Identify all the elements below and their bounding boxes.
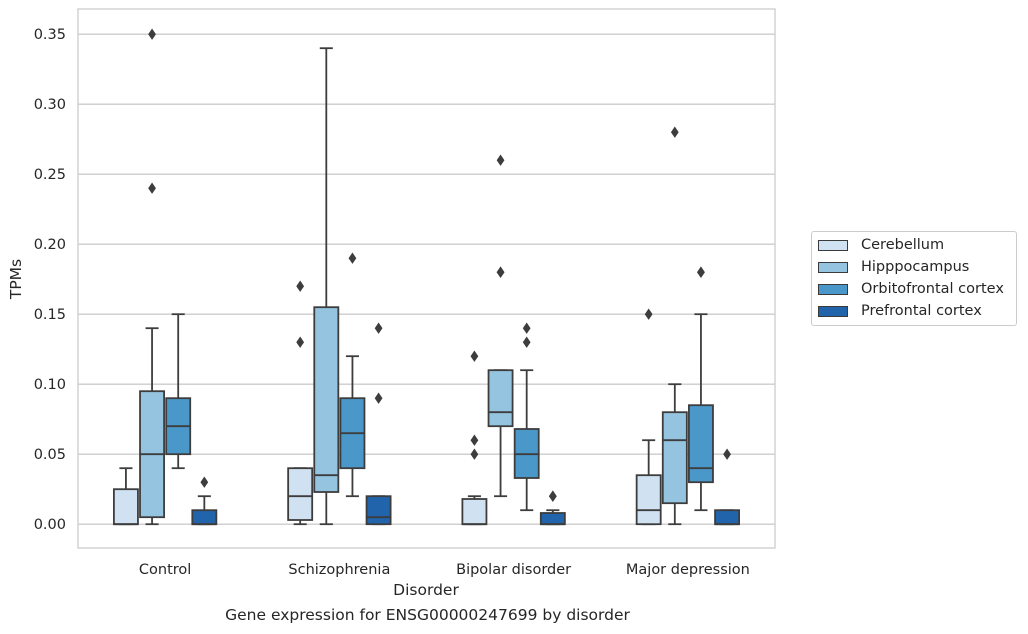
box-body <box>539 512 566 526</box>
outlier-point <box>470 448 479 460</box>
legend-label-prefrontal-cortex: Prefrontal cortex <box>861 303 982 319</box>
outlier-point <box>522 336 531 348</box>
x-tick-label: Control <box>139 562 191 578</box>
figure-caption: Gene expression for ENSG00000247699 by d… <box>225 606 630 624</box>
outlier-point <box>200 476 209 488</box>
box-hipppocampus-control <box>139 28 165 526</box>
box-cerebellum-bipolar-disorder <box>461 350 488 526</box>
outlier-point <box>374 322 383 334</box>
box-prefrontal-cortex-schizophrenia <box>365 322 392 526</box>
legend-swatch-hipppocampus <box>818 261 848 273</box>
legend: Cerebellum Hipppocampus Orbitofrontal co… <box>811 231 1017 326</box>
outlier-point <box>723 448 731 460</box>
legend-item-cerebellum: Cerebellum <box>818 235 944 255</box>
outlier-point <box>470 434 479 446</box>
outlier-point <box>548 490 557 502</box>
box-body <box>635 474 662 526</box>
box-cerebellum-schizophrenia <box>287 280 314 526</box>
boxes-layer <box>112 28 741 526</box>
outlier-point <box>348 252 357 264</box>
y-tick-label: 0.35 <box>34 27 66 43</box>
y-tick-label: 0.05 <box>34 447 66 463</box>
x-tick-label: Schizophrenia <box>288 562 390 578</box>
box-cerebellum-control <box>112 467 139 526</box>
box-orbitofrontal-cortex-bipolar-disorder <box>513 322 540 512</box>
box-body <box>714 509 741 526</box>
box-cerebellum-major-depression <box>635 308 662 526</box>
x-tick-label: Major depression <box>626 562 750 578</box>
legend-label-hipppocampus: Hipppocampus <box>861 259 970 275</box>
y-tick-label: 0.00 <box>34 517 66 533</box>
box-prefrontal-cortex-major-depression <box>714 448 741 526</box>
outlier-point <box>148 28 156 40</box>
legend-swatch-cerebellum <box>818 239 848 251</box>
x-axis-label: Disorder <box>393 581 459 599</box>
legend-swatch-orbitofrontal-cortex <box>818 283 848 295</box>
outlier-point <box>470 350 479 362</box>
box-body <box>661 411 688 505</box>
box-hipppocampus-major-depression <box>661 126 688 526</box>
box-body <box>313 306 340 493</box>
box-body <box>688 404 714 484</box>
x-tick-labels: Control Schizophrenia Bipolar disorder Majo… <box>139 562 750 578</box>
box-orbitofrontal-cortex-control <box>165 313 192 470</box>
outlier-point <box>496 266 505 278</box>
box-body <box>461 498 488 526</box>
legend-item-orbitofrontal-cortex: Orbitofrontal cortex <box>818 279 1004 299</box>
box-body <box>487 369 514 428</box>
plot-area-frame <box>77 8 776 549</box>
box-orbitofrontal-cortex-schizophrenia <box>339 252 366 498</box>
legend-swatch-prefrontal-cortex <box>818 305 848 317</box>
x-tick-label: Bipolar disorder <box>456 562 571 578</box>
box-prefrontal-cortex-bipolar-disorder <box>539 490 566 526</box>
outlier-point <box>374 392 383 404</box>
box-orbitofrontal-cortex-major-depression <box>688 266 714 512</box>
grid-layer <box>78 33 775 525</box>
outlier-point <box>697 266 705 278</box>
y-tick-label: 0.20 <box>34 237 66 253</box>
outlier-point <box>644 308 653 320</box>
box-prefrontal-cortex-control <box>191 476 218 526</box>
box-body <box>365 495 392 526</box>
outlier-point <box>496 154 505 166</box>
legend-label-cerebellum: Cerebellum <box>861 237 945 253</box>
y-tick-labels: 0.00 0.05 0.10 0.15 0.20 0.25 0.30 0.35 <box>34 27 66 533</box>
outlier-point <box>148 182 156 194</box>
y-tick-label: 0.30 <box>34 97 66 113</box>
box-body <box>191 509 218 526</box>
y-tick-label: 0.25 <box>34 167 66 183</box>
y-axis-label: TPMs <box>7 259 25 300</box>
box-hipppocampus-bipolar-disorder <box>487 154 514 498</box>
box-body <box>287 467 314 521</box>
outlier-point <box>522 322 531 334</box>
y-tick-label: 0.10 <box>34 377 66 393</box>
y-tick-label: 0.15 <box>34 307 66 323</box>
box-hipppocampus-schizophrenia <box>313 47 340 526</box>
legend-label-orbitofrontal-cortex: Orbitofrontal cortex <box>861 281 1004 297</box>
box-body <box>112 488 139 526</box>
legend-item-hipppocampus: Hipppocampus <box>818 257 969 277</box>
outlier-point <box>670 126 679 138</box>
outlier-point <box>296 336 305 348</box>
outlier-point <box>296 280 305 292</box>
legend-item-prefrontal-cortex: Prefrontal cortex <box>818 301 982 321</box>
